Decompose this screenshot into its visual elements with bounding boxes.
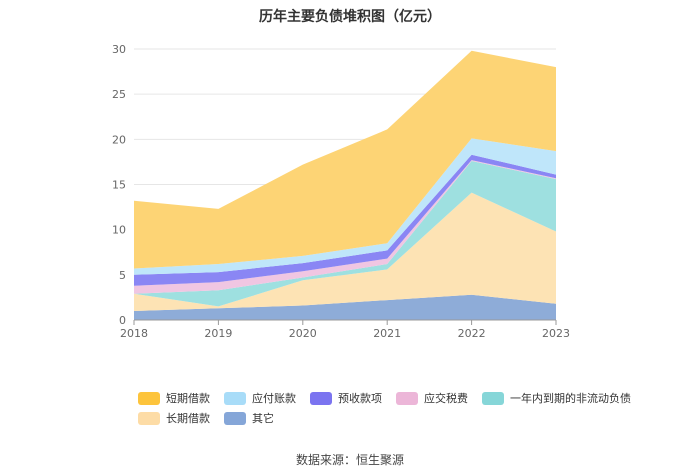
x-tick-label: 2021 (373, 327, 401, 340)
area-series (134, 50, 556, 269)
x-tick-label: 2020 (289, 327, 317, 340)
legend-item[interactable]: 预收款项 (310, 390, 382, 406)
area-series (134, 160, 556, 294)
area-series (134, 154, 556, 286)
legend-row: 长期借款 其它 (138, 408, 598, 428)
legend-item[interactable]: 应付账款 (224, 390, 296, 406)
area-series (134, 138, 556, 275)
y-tick-label: 25 (112, 88, 126, 101)
legend-item[interactable]: 短期借款 (138, 390, 210, 406)
chart-title: 历年主要负债堆积图（亿元） (259, 9, 441, 25)
legend-swatch (138, 411, 160, 425)
y-tick-label: 0 (119, 314, 126, 327)
legend-swatch (224, 391, 246, 405)
y-tick-label: 10 (112, 224, 126, 237)
source-note: 数据来源：恒生聚源 (295, 453, 404, 467)
legend-swatch (138, 391, 160, 405)
x-tick-label: 2022 (458, 327, 486, 340)
legend-label: 应交税费 (424, 392, 468, 405)
legend-item[interactable]: 其它 (224, 410, 274, 426)
legend-swatch (396, 391, 418, 405)
x-tick-label: 2018 (120, 327, 148, 340)
y-tick-label: 30 (112, 43, 126, 56)
legend-label: 一年内到期的非流动负债 (510, 392, 631, 405)
legend-swatch (310, 391, 332, 405)
area-series (134, 161, 556, 307)
legend: 短期借款 应付账款 预收款项 应交税费 一年内到期的非流动负债 长期借款 其它 (138, 388, 631, 428)
y-tick-label: 20 (112, 133, 126, 146)
x-tick-label: 2019 (204, 327, 232, 340)
legend-row: 短期借款 应付账款 预收款项 应交税费 一年内到期的非流动负债 (138, 388, 631, 408)
legend-swatch (224, 411, 246, 425)
area-series (134, 192, 556, 311)
legend-item[interactable]: 应交税费 (396, 390, 468, 406)
legend-item[interactable]: 一年内到期的非流动负债 (482, 390, 631, 406)
legend-swatch (482, 391, 504, 405)
legend-item[interactable]: 长期借款 (138, 410, 210, 426)
legend-label: 长期借款 (166, 412, 210, 425)
legend-label: 短期借款 (166, 392, 210, 405)
y-tick-label: 15 (112, 179, 126, 192)
legend-label: 预收款项 (338, 392, 382, 405)
area-series (134, 294, 556, 320)
legend-label: 应付账款 (252, 392, 296, 405)
y-tick-label: 5 (119, 269, 126, 282)
legend-label: 其它 (252, 412, 274, 425)
x-tick-label: 2023 (542, 327, 570, 340)
